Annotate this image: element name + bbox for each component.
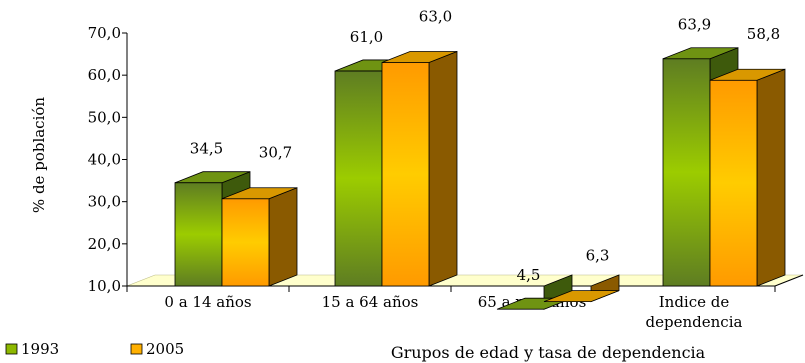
- legend-label: 2005: [146, 340, 184, 358]
- y-tick-label: 30,0: [88, 193, 121, 211]
- data-label: 34,5: [190, 140, 223, 158]
- bar: [709, 68, 786, 287]
- bar-front: [174, 182, 223, 287]
- legend-label: 1993: [21, 340, 59, 358]
- x-tick-label: dependencia: [646, 313, 743, 331]
- y-tick-label: 60,0: [88, 66, 121, 84]
- y-tick-label: 70,0: [88, 24, 121, 42]
- legend-swatch: [130, 343, 143, 355]
- bar-front: [662, 58, 711, 287]
- data-label: 61,0: [350, 28, 383, 46]
- bar-top: [174, 171, 251, 184]
- bar-top: [662, 47, 739, 60]
- y-tick-label: 10,0: [88, 277, 121, 295]
- bar-side: [428, 50, 458, 287]
- floor-right-edge: [774, 274, 804, 287]
- bar-top: [381, 51, 458, 63]
- x-tick-label: 0 a 14 años: [164, 293, 251, 311]
- bar-top: [543, 290, 620, 303]
- bar-front: [709, 79, 758, 287]
- x-tick-label: Indice de: [659, 293, 730, 311]
- y-tick-label: 40,0: [88, 151, 121, 169]
- data-label: 58,8: [747, 25, 780, 43]
- data-label: 63,9: [678, 16, 711, 34]
- data-label: 6,3: [586, 247, 610, 265]
- bar-top: [709, 68, 786, 81]
- bar: [543, 274, 620, 303]
- legend-swatch: [5, 343, 18, 355]
- x-axis-title: Grupos de edad y tasa de dependencia: [391, 343, 706, 362]
- y-axis-title: % de población: [30, 97, 48, 213]
- bar-front: [381, 62, 430, 287]
- bar: [221, 187, 298, 287]
- bar-front: [334, 70, 383, 287]
- y-tick-label: 50,0: [88, 108, 121, 126]
- bar-side: [268, 187, 298, 287]
- bar-top: [221, 187, 298, 200]
- bar-front: [221, 198, 270, 287]
- bar: [381, 50, 458, 287]
- data-label: 63,0: [419, 8, 452, 26]
- data-label: 4,5: [517, 266, 541, 284]
- bar-side: [756, 68, 786, 287]
- data-label: 30,7: [259, 144, 292, 162]
- y-tick-label: 20,0: [88, 235, 121, 253]
- x-tick-label: 15 a 64 años: [322, 293, 419, 311]
